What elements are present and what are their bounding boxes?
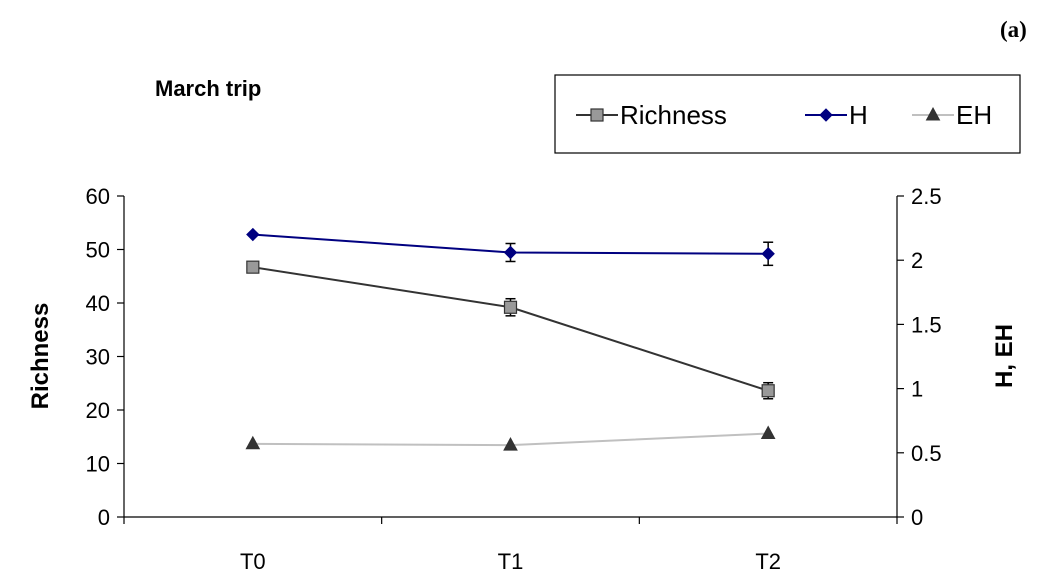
legend-label: Richness xyxy=(620,100,727,130)
y-right-tick-label: 0 xyxy=(911,505,923,530)
legend-label: H xyxy=(849,100,868,130)
x-tick-label: T1 xyxy=(498,549,524,573)
y-right-tick-label: 2.5 xyxy=(911,184,942,209)
y-left-tick-label: 60 xyxy=(86,184,110,209)
legend-item-richness: Richness xyxy=(576,100,727,130)
series-eh xyxy=(245,425,776,451)
y-left-tick-label: 40 xyxy=(86,291,110,316)
plot-area xyxy=(245,227,776,451)
data-point xyxy=(925,106,941,121)
data-point xyxy=(503,245,518,260)
x-tick-label: T2 xyxy=(755,549,781,573)
data-point xyxy=(503,437,518,451)
y-right-tick-label: 0.5 xyxy=(911,441,942,466)
chart-title: March trip xyxy=(155,76,261,101)
legend-item-h: H xyxy=(805,100,868,130)
y-left-tick-label: 50 xyxy=(86,238,110,263)
axes: 0 10 20 30 40 50 60 0 0.5 1 1.5 2 2.5 T0 T1 T2 xyxy=(86,184,942,573)
y-left-tick-label: 0 xyxy=(98,505,110,530)
series-richness xyxy=(246,260,775,400)
data-point xyxy=(503,300,518,314)
panel-label: (a) xyxy=(1000,17,1027,42)
data-point xyxy=(761,384,775,398)
legend: Richness H EH xyxy=(554,74,1021,154)
y-axis-left-title: Richness xyxy=(27,303,54,410)
data-point xyxy=(760,425,776,440)
data-point xyxy=(245,435,261,450)
y-right-tick-label: 1 xyxy=(911,377,923,402)
y-left-tick-label: 30 xyxy=(86,345,110,370)
y-right-tick-label: 2 xyxy=(911,248,923,273)
y-left-tick-label: 20 xyxy=(86,398,110,423)
data-point xyxy=(246,227,260,242)
legend-item-eh: EH xyxy=(912,100,992,130)
series-line xyxy=(252,266,769,392)
data-point xyxy=(246,260,260,274)
data-point xyxy=(590,108,604,122)
legend-label: EH xyxy=(956,100,992,130)
y-right-tick-label: 1.5 xyxy=(911,312,942,337)
y-left-tick-label: 10 xyxy=(86,452,110,477)
x-tick-label: T0 xyxy=(240,549,266,573)
data-point xyxy=(819,108,833,122)
y-axis-right-title: H, EH xyxy=(991,324,1018,388)
series-h xyxy=(246,227,775,267)
data-point xyxy=(761,247,775,261)
